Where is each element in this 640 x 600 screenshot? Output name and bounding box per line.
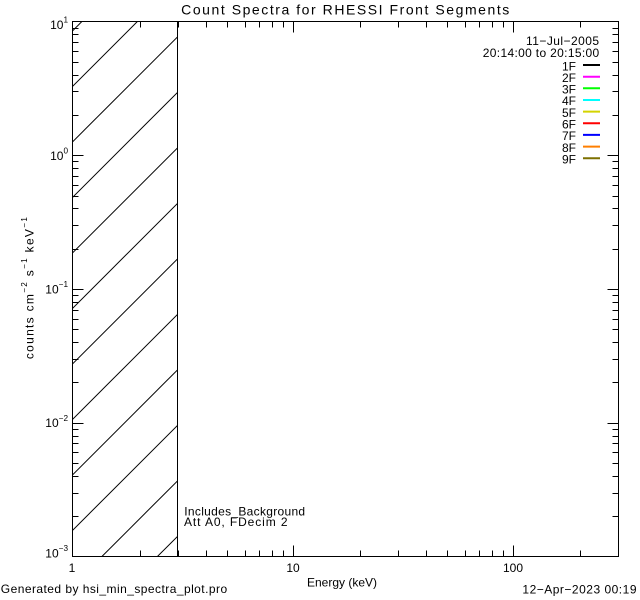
- svg-text:1F: 1F: [562, 59, 576, 73]
- svg-text:9F: 9F: [562, 153, 576, 167]
- svg-text:7F: 7F: [562, 129, 576, 143]
- svg-text:1: 1: [69, 561, 76, 575]
- svg-text:10: 10: [286, 561, 300, 575]
- svg-text:Generated by hsi_min_spectra_p: Generated by hsi_min_spectra_plot.pro: [1, 582, 228, 596]
- svg-text:6F: 6F: [562, 118, 576, 132]
- svg-text:5F: 5F: [562, 106, 576, 120]
- svg-text:4F: 4F: [562, 94, 576, 108]
- svg-text:11−Jul−2005: 11−Jul−2005: [526, 34, 599, 48]
- svg-text:100: 100: [503, 561, 523, 575]
- svg-text:3F: 3F: [562, 83, 576, 97]
- svg-text:Includes_Background: Includes_Background: [184, 505, 305, 519]
- svg-text:counts cm−2 s−1 keV−1: counts cm−2 s−1 keV−1: [20, 216, 36, 359]
- svg-text:12−Apr−2023 00:19: 12−Apr−2023 00:19: [522, 583, 637, 597]
- svg-text:2F: 2F: [562, 71, 576, 85]
- svg-text:Energy (keV): Energy (keV): [307, 575, 377, 589]
- svg-text:20:14:00 to 20:15:00: 20:14:00 to 20:15:00: [483, 46, 600, 60]
- svg-text:Att A0, FDecim 2: Att A0, FDecim 2: [184, 515, 288, 529]
- svg-text:8F: 8F: [562, 141, 576, 155]
- svg-text:Count Spectra for RHESSI Front: Count Spectra for RHESSI Front Segments: [181, 2, 511, 18]
